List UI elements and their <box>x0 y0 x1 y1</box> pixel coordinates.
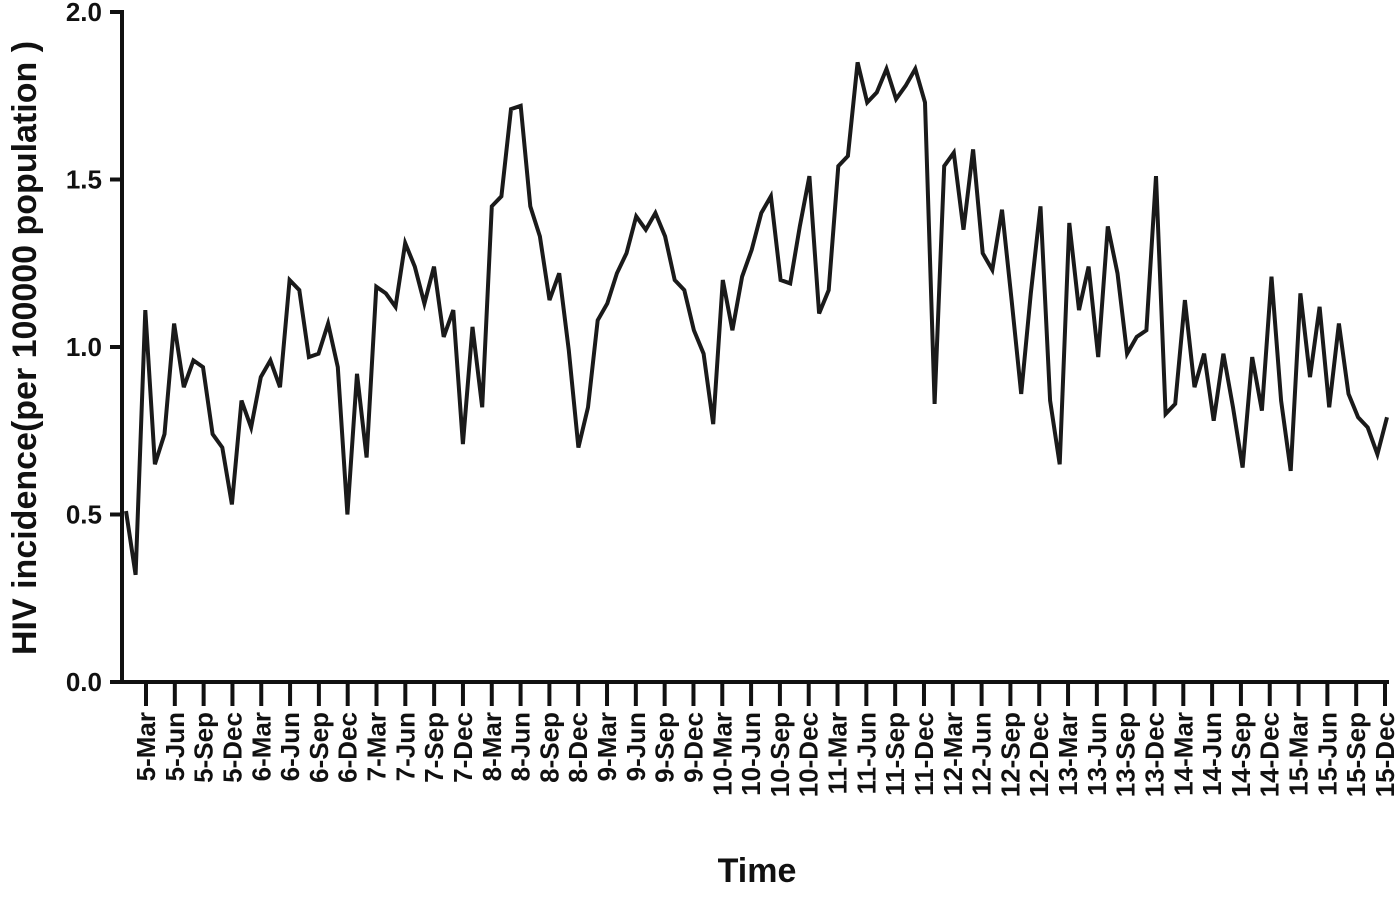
x-tick-label: 5-Jun <box>160 712 190 781</box>
x-tick-label: 14-Jun <box>1197 712 1227 796</box>
x-tick-label: 12-Dec <box>1024 712 1054 797</box>
x-tick-label: 7-Jun <box>390 712 420 781</box>
plot-area <box>124 61 1389 576</box>
y-axis-label: HIV incidence(per 100000 population ) <box>6 41 44 655</box>
x-tick-label: 13-Sep <box>1111 712 1141 797</box>
x-tick-label: 5-Mar <box>131 712 161 781</box>
series-line <box>124 61 1389 576</box>
x-tick-label: 5-Sep <box>189 712 219 783</box>
x-tick-label: 8-Sep <box>534 712 564 783</box>
x-tick-label: 8-Jun <box>506 712 536 781</box>
x-tick-label: 5-Dec <box>217 712 247 783</box>
x-tick-label: 13-Jun <box>1082 712 1112 796</box>
x-tick-label: 7-Dec <box>448 712 478 783</box>
x-tick-label: 8-Dec <box>563 712 593 783</box>
x-tick-label: 15-Sep <box>1341 712 1371 797</box>
x-tick-label: 9-Dec <box>678 712 708 783</box>
x-tick-label: 6-Mar <box>246 712 276 781</box>
x-tick-label: 15-Jun <box>1312 712 1342 796</box>
x-tick-label: 6-Jun <box>275 712 305 781</box>
x-tick-label: 9-Sep <box>650 712 680 783</box>
x-tick-label: 9-Mar <box>592 712 622 781</box>
x-tick-label: 8-Mar <box>477 712 507 781</box>
y-axis: 0.0 0.5 1.0 1.5 2.0 <box>66 0 124 697</box>
y-tick-label: 0.0 <box>66 667 102 697</box>
y-tick-label: 0.5 <box>66 500 102 530</box>
x-axis-label: Time <box>718 852 797 890</box>
x-tick-label: 9-Jun <box>621 712 651 781</box>
x-tick-label: 6-Sep <box>304 712 334 783</box>
x-tick-label: 11-Jun <box>851 712 881 794</box>
x-tick-label: 12-Mar <box>938 712 968 796</box>
x-tick-label: 11-Mar <box>823 712 853 794</box>
y-tick-label: 1.0 <box>66 332 102 362</box>
x-tick-label: 15-Dec <box>1370 712 1400 797</box>
x-tick-label: 14-Dec <box>1255 712 1285 797</box>
x-tick-label: 14-Sep <box>1226 712 1256 797</box>
x-tick-label: 7-Sep <box>419 712 449 783</box>
x-tick-label: 11-Sep <box>880 712 910 796</box>
x-tick-label: 11-Dec <box>909 712 939 796</box>
x-tick-label: 10-Mar <box>707 712 737 796</box>
x-tick-label: 15-Mar <box>1284 712 1314 796</box>
x-axis: 5-Mar5-Jun5-Sep5-Dec6-Mar6-Jun6-Sep6-Dec… <box>120 680 1400 797</box>
x-tick-label: 13-Mar <box>1053 712 1083 796</box>
x-tick-label: 7-Mar <box>362 712 392 781</box>
x-tick-label: 10-Jun <box>736 712 766 796</box>
x-tick-label: 14-Mar <box>1168 712 1198 796</box>
x-tick-label: 10-Sep <box>765 712 795 797</box>
x-tick-label: 12-Sep <box>995 712 1025 797</box>
x-tick-label: 6-Dec <box>333 712 363 783</box>
y-tick-label: 2.0 <box>66 0 102 27</box>
x-tick-label: 12-Jun <box>967 712 997 796</box>
y-tick-label: 1.5 <box>66 165 102 195</box>
x-tick-label: 10-Dec <box>794 712 824 797</box>
x-tick-label: 13-Dec <box>1139 712 1169 797</box>
